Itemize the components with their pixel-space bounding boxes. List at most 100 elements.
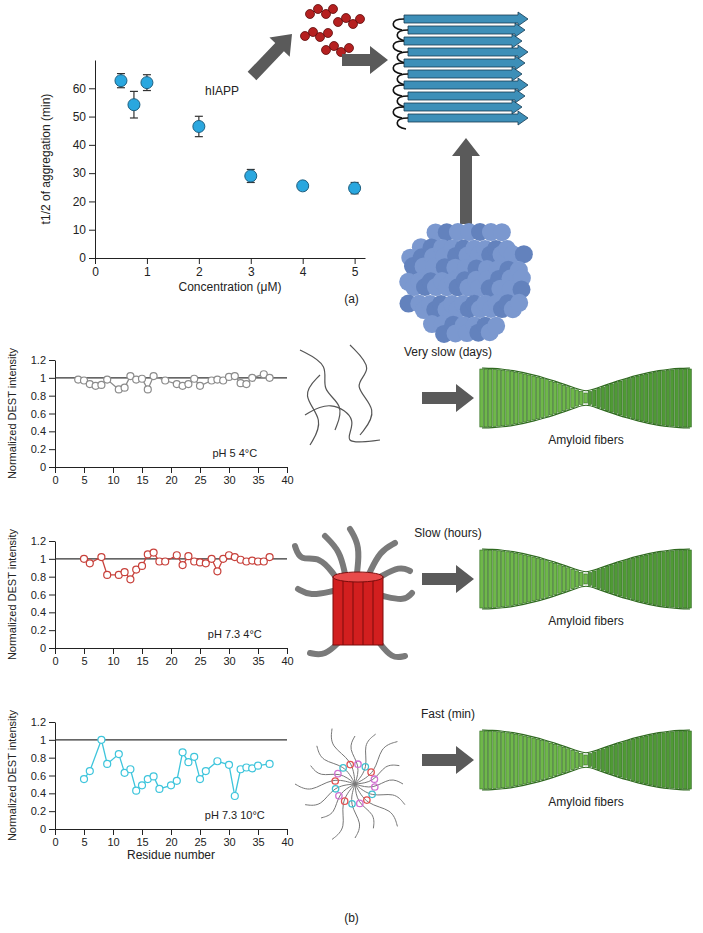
amyloid-fiber xyxy=(480,730,691,790)
tick-mark xyxy=(49,577,55,578)
tick-mark xyxy=(147,258,148,264)
fiber-strand xyxy=(619,743,622,777)
point xyxy=(214,758,221,765)
fiber-strand xyxy=(653,553,656,605)
fiber-strand xyxy=(489,731,492,789)
beta-loop xyxy=(393,107,404,118)
arrow xyxy=(342,46,388,74)
tick: 0.4 xyxy=(31,787,55,799)
tick: 0 xyxy=(52,648,58,667)
tick: 0 xyxy=(40,642,55,654)
tick: 0 xyxy=(52,829,58,848)
barrel-strand xyxy=(363,577,364,645)
tick-label: 10 xyxy=(107,474,119,486)
tick-mark xyxy=(49,740,55,741)
axis-title: t1/2 of aggregation (min) xyxy=(39,94,53,225)
tick-mark xyxy=(89,201,95,202)
tick-mark xyxy=(89,258,95,259)
tick-mark xyxy=(49,630,55,631)
tick-label: 10 xyxy=(107,655,119,667)
tick: 5 xyxy=(81,648,87,667)
barrel-top xyxy=(333,572,383,582)
fiber-strand xyxy=(627,740,630,779)
fiber-edge xyxy=(482,586,690,609)
fiber-strand xyxy=(558,565,561,593)
point xyxy=(349,182,361,194)
tick-label: 0 xyxy=(79,251,86,265)
beta-strand xyxy=(404,12,528,26)
tick-label: 0 xyxy=(40,823,46,835)
oligomer-bead xyxy=(345,44,354,53)
contact-site xyxy=(369,791,375,797)
barrel-strand xyxy=(353,577,354,645)
tick-mark xyxy=(84,648,85,654)
fiber-strand xyxy=(502,370,505,425)
fiber-strand xyxy=(584,755,587,765)
tick: 15 xyxy=(136,829,148,848)
fiber-strand xyxy=(623,380,626,417)
arrow xyxy=(248,34,292,80)
fiber-strand xyxy=(675,550,678,607)
fiber-strand xyxy=(545,742,548,779)
fiber-edge xyxy=(482,767,690,790)
arrow xyxy=(422,746,474,774)
beta-loop xyxy=(393,19,404,30)
contact-site xyxy=(332,786,338,792)
point xyxy=(255,762,262,769)
point xyxy=(139,375,146,382)
disordered-tail xyxy=(295,546,335,576)
fiber-strand xyxy=(666,551,669,606)
random-coil xyxy=(350,345,372,435)
beta-loop xyxy=(393,63,404,74)
fiber-strand xyxy=(658,733,661,786)
axis-line xyxy=(96,258,366,259)
contact-site xyxy=(368,769,374,775)
tick-label: 15 xyxy=(136,655,148,667)
fiber-strand xyxy=(519,554,522,604)
fiber-strand xyxy=(502,551,505,606)
tick: 1 xyxy=(40,372,55,384)
tick-label: 30 xyxy=(73,166,87,180)
tick: 20 xyxy=(165,648,177,667)
tick-label: 0.2 xyxy=(31,805,46,817)
panel-label: (a) xyxy=(344,292,359,306)
fiber-strand xyxy=(575,571,578,587)
fiber-strand xyxy=(484,731,487,789)
tick-mark xyxy=(200,467,201,473)
tick-label: 1.2 xyxy=(31,354,46,366)
tick: 40 xyxy=(281,648,293,667)
axis: 0102030405060 xyxy=(73,61,96,266)
arrow xyxy=(452,138,480,224)
fiber-strand xyxy=(584,574,587,584)
fiber-strand xyxy=(662,371,665,425)
tick-label: 40 xyxy=(281,474,293,486)
beta-loop xyxy=(393,41,404,52)
fiber-strand xyxy=(541,378,544,417)
axis-title: Normalized DEST intensity xyxy=(6,347,18,479)
fiber-strand xyxy=(679,731,682,789)
protein-surface xyxy=(493,223,511,241)
fiber-strand xyxy=(502,732,505,787)
fiber-strand xyxy=(545,561,548,598)
axis-line xyxy=(55,723,56,830)
tick: 1.2 xyxy=(31,535,55,547)
fiber-strand xyxy=(601,749,604,771)
axis-line xyxy=(95,61,96,259)
point xyxy=(121,384,128,391)
fiber-strand xyxy=(658,371,661,424)
fiber-strand xyxy=(662,733,665,787)
fiber-strand xyxy=(549,381,552,415)
tick-label: 0 xyxy=(52,655,58,667)
tick: 40 xyxy=(73,138,95,152)
tick: 4 xyxy=(300,258,307,279)
point xyxy=(249,374,256,381)
tick: 30 xyxy=(223,648,235,667)
fiber-strand xyxy=(675,369,678,426)
fiber-strand xyxy=(671,551,674,607)
point xyxy=(98,736,105,743)
tick: 0.6 xyxy=(31,408,55,420)
tick-mark xyxy=(49,811,55,812)
figure: 0123450102030405060Concentration (μM)t1/… xyxy=(0,0,703,933)
fiber-strand xyxy=(580,753,583,766)
arrow xyxy=(422,565,474,593)
